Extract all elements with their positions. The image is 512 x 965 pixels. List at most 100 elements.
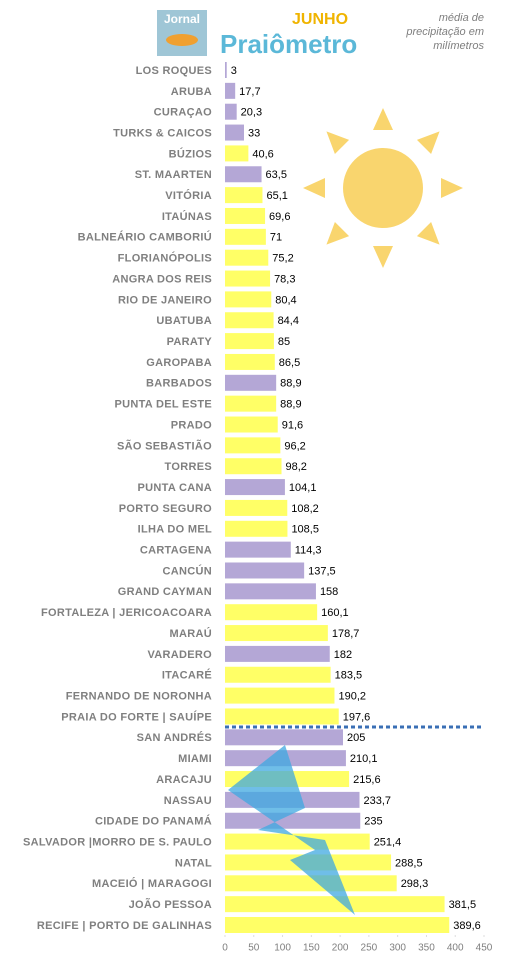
- value-label: 40,6: [252, 148, 273, 160]
- logo-boat: [166, 34, 198, 46]
- y-tick-label: GAROPABA: [146, 357, 212, 369]
- y-tick-label: GRAND CAYMAN: [118, 586, 212, 598]
- bar: [225, 812, 361, 829]
- x-tick-label: 150: [303, 943, 320, 954]
- y-tick-label: CIDADE DO PANAMÁ: [95, 815, 212, 828]
- value-label: 389,6: [453, 920, 481, 932]
- value-label: 69,6: [269, 211, 290, 223]
- value-label: 88,9: [280, 378, 301, 390]
- value-label: 75,2: [272, 253, 293, 265]
- chart-title: Praiômetro: [220, 29, 357, 59]
- logo-box: [157, 10, 207, 56]
- bar: [225, 374, 277, 391]
- x-tick-label: 0: [222, 943, 228, 954]
- subtitle: precipitação em: [405, 26, 484, 38]
- value-label: 65,1: [266, 190, 287, 202]
- x-tick-label: 100: [274, 943, 291, 954]
- value-label: 91,6: [282, 419, 303, 431]
- bar: [225, 833, 370, 850]
- y-tick-label: FORTALEZA | JERICOACOARA: [41, 607, 212, 619]
- y-tick-label: SÃO SEBASTIÃO: [117, 439, 212, 452]
- subtitle: média de: [439, 12, 484, 24]
- y-tick-label: BALNEÁRIO CAMBORIÚ: [78, 231, 212, 244]
- bar: [225, 62, 227, 78]
- bar: [225, 249, 269, 266]
- bar: [225, 166, 262, 183]
- y-tick-label: MARAÚ: [170, 627, 212, 640]
- value-label: 251,4: [374, 836, 402, 848]
- y-tick-label: MIAMI: [178, 753, 212, 765]
- bar: [225, 333, 274, 350]
- bar: [225, 520, 288, 537]
- value-label: 233,7: [364, 795, 392, 807]
- value-label: 17,7: [239, 86, 260, 98]
- y-tick-label: NATAL: [175, 857, 212, 869]
- bar: [225, 312, 274, 329]
- value-label: 78,3: [274, 273, 295, 285]
- value-label: 288,5: [395, 857, 423, 869]
- value-label: 298,3: [401, 878, 429, 890]
- value-label: 183,5: [335, 670, 363, 682]
- subtitle: milímetros: [433, 40, 484, 52]
- y-tick-label: ANGRA DOS REIS: [112, 273, 212, 285]
- y-tick-label: VARADERO: [147, 649, 212, 661]
- value-label: 104,1: [289, 482, 317, 494]
- bar: [225, 416, 278, 433]
- value-label: 98,2: [286, 461, 307, 473]
- y-tick-label: PUNTA CANA: [138, 482, 213, 494]
- bar: [225, 729, 343, 746]
- x-tick-label: 350: [418, 943, 435, 954]
- bar: [225, 917, 450, 933]
- y-tick-label: ST. MAARTEN: [135, 169, 212, 181]
- y-tick-label: ARUBA: [171, 86, 212, 98]
- y-tick-label: PUNTA DEL ESTE: [114, 399, 212, 411]
- y-tick-label: PRAIA DO FORTE | SAUÍPE: [61, 710, 212, 723]
- value-label: 63,5: [266, 169, 287, 181]
- y-tick-label: SAN ANDRÉS: [137, 731, 212, 744]
- y-tick-label: BÚZIOS: [169, 147, 212, 160]
- y-tick-label: ITAÚNAS: [162, 210, 212, 223]
- y-tick-label: FLORIANÓPOLIS: [118, 252, 212, 265]
- value-label: 108,5: [291, 524, 319, 536]
- value-label: 85: [278, 336, 290, 348]
- bar: [225, 499, 288, 516]
- value-label: 33: [248, 127, 260, 139]
- bar: [225, 875, 397, 892]
- bar: [225, 145, 249, 162]
- value-label: 86,5: [279, 357, 300, 369]
- y-tick-label: TURKS & CAICOS: [113, 127, 212, 139]
- value-label: 71: [270, 232, 282, 244]
- value-label: 114,3: [295, 545, 322, 557]
- y-tick-label: ILHA DO MEL: [138, 524, 212, 536]
- y-tick-label: NASSAU: [164, 795, 212, 807]
- bar: [225, 291, 272, 308]
- x-tick-label: 450: [476, 943, 493, 954]
- y-tick-label: CARTAGENA: [140, 545, 212, 557]
- y-tick-label: CANCÚN: [163, 564, 212, 577]
- x-tick-label: 300: [389, 943, 406, 954]
- lightning: [228, 745, 355, 915]
- y-tick-label: FERNANDO DE NORONHA: [66, 691, 212, 703]
- bar: [225, 666, 331, 683]
- bar: [225, 187, 263, 204]
- bar: [225, 395, 277, 412]
- value-label: 178,7: [332, 628, 360, 640]
- bar: [225, 353, 275, 370]
- value-label: 84,4: [278, 315, 299, 327]
- y-tick-label: LOS ROQUES: [136, 65, 212, 77]
- bar: [225, 458, 282, 475]
- y-tick-label: SALVADOR |MORRO DE S. PAULO: [23, 836, 212, 848]
- y-tick-label: CURAÇAO: [154, 107, 212, 119]
- bar: [225, 437, 281, 454]
- value-label: 3: [231, 65, 237, 77]
- value-label: 381,5: [449, 899, 477, 911]
- bar: [225, 207, 266, 224]
- bar: [225, 708, 339, 725]
- y-tick-label: PORTO SEGURO: [119, 503, 212, 515]
- y-tick-label: PRADO: [171, 419, 212, 431]
- bar: [225, 687, 335, 704]
- bar: [225, 604, 318, 621]
- value-label: 158: [320, 586, 338, 598]
- value-label: 182: [334, 649, 352, 661]
- value-label: 96,2: [284, 440, 305, 452]
